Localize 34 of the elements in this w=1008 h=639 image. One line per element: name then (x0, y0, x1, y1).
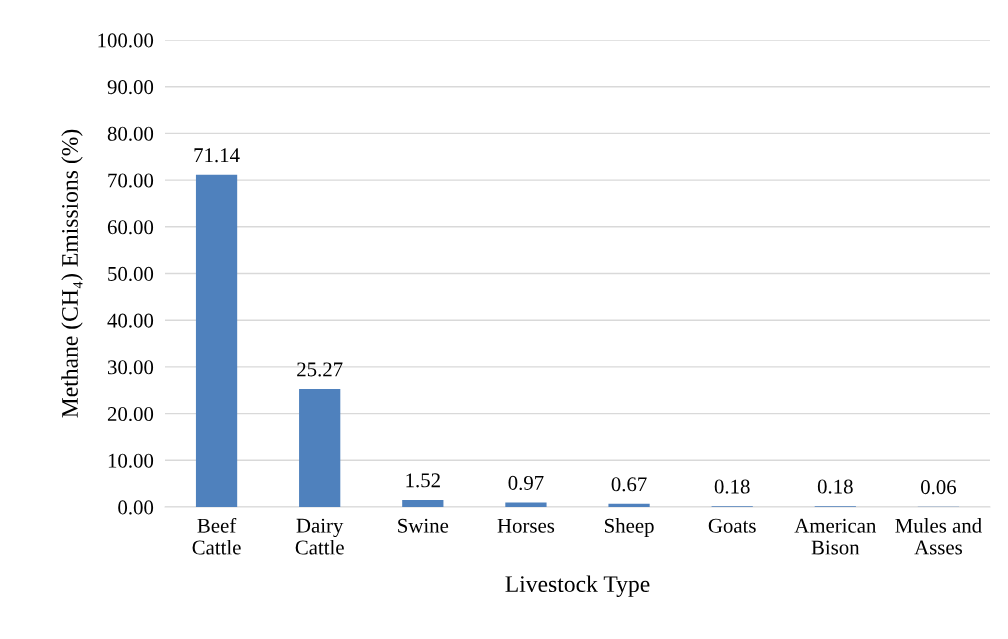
bar (299, 388, 341, 507)
x-tick-label: Horses (497, 518, 555, 533)
x-tick-label: American Bison (794, 518, 877, 555)
y-tick-label: 10.00 (108, 453, 154, 468)
y-axis-title: Methane (CH₄) Emissions (%) (61, 129, 83, 418)
bar (608, 503, 650, 507)
x-tick-label: Mules and Asses (895, 518, 982, 555)
y-tick-label: 80.00 (107, 126, 154, 141)
x-tick-label: Sheep (605, 518, 654, 537)
y-tick-label: 70.00 (108, 173, 154, 188)
y-tick-label: 50.00 (108, 266, 154, 282)
bar (195, 174, 238, 507)
x-axis-title: Livestock Type (505, 575, 650, 597)
bar (402, 499, 444, 507)
data-label: 1.52 (406, 473, 440, 488)
bar (505, 502, 547, 507)
y-tick-label: 100.00 (98, 33, 154, 48)
y-tick-label: 60.00 (107, 220, 154, 235)
y-tick-label: 20.00 (107, 406, 154, 422)
data-label: 0.97 (508, 475, 544, 490)
data-label: 71.14 (194, 148, 240, 163)
data-label: 0.67 (611, 477, 647, 492)
y-tick-label: 40.00 (107, 313, 154, 328)
y-tick-label: 0.00 (118, 500, 154, 515)
data-label: 0.06 (921, 480, 957, 495)
data-label: 25.27 (297, 362, 343, 377)
x-tick-label: Goats (708, 518, 756, 533)
x-tick-label: Beef Cattle (192, 517, 241, 555)
data-label: 0.18 (714, 479, 750, 494)
x-tick-label: Dairy Cattle (295, 518, 344, 555)
x-tick-label: Swine (398, 518, 449, 533)
data-label: 0.18 (817, 479, 853, 494)
y-tick-label: 90.00 (107, 80, 154, 95)
y-tick-label: 30.00 (108, 360, 154, 375)
